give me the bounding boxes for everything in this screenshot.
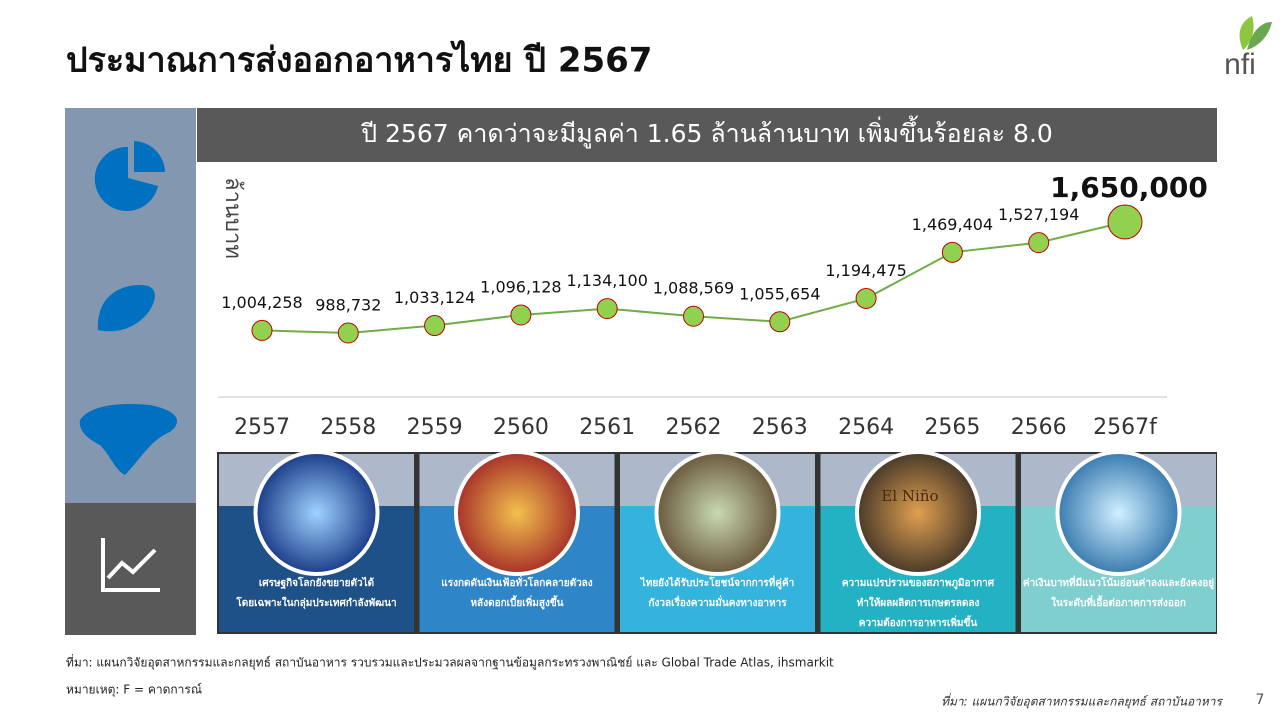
card-image [253, 450, 380, 576]
data-point [855, 287, 877, 309]
card-text: ไทยยังได้รับประโยชน์จากการที่คู่ค้า [640, 575, 795, 590]
data-point [424, 315, 446, 337]
data-point [337, 322, 359, 344]
value-label: 1,194,475 [825, 261, 906, 280]
sidebar-chart-icon [106, 548, 157, 580]
banner [197, 108, 1217, 162]
sidebar-icons [79, 141, 178, 475]
data-point [683, 305, 704, 327]
data-point [596, 298, 618, 320]
card-text: ค่าเงินบาทที่มีแนวโน้มอ่อนค่าลงและยังคงอ… [1023, 575, 1214, 590]
x-tick-label: 2559 [407, 415, 463, 440]
card-image [454, 450, 580, 576]
logo: nfi [1224, 16, 1272, 81]
value-label: 1,055,654 [739, 284, 820, 303]
card-image [1055, 450, 1182, 576]
highlight-value-label: 1,650,000 [1050, 171, 1208, 204]
card-image [855, 450, 981, 576]
footnote: หมายเหตุ: F = คาดการณ์ [66, 683, 202, 698]
card-text: ความแปรปรวนของสภาพภูมิอากาศ [842, 577, 995, 590]
x-tick-label: 2565 [924, 415, 980, 440]
card-text: ทำให้ผลผลิตการเกษตรลดลง [857, 596, 980, 609]
x-tick-label: 2563 [752, 415, 808, 440]
data-point [941, 241, 963, 263]
card-text: แรงกดดันเงินเฟ้อทั่วโลกคลายตัวลง [441, 575, 593, 589]
banner-text: ปี 2567 คาดว่าจะมีมูลค่า 1.65 ล้านล้านบา… [361, 115, 1053, 149]
page-number: 7 [1256, 692, 1265, 708]
x-tick-label: 2560 [493, 415, 549, 440]
x-tick-label: 2561 [579, 415, 635, 440]
x-tick-label: 2558 [320, 415, 376, 440]
slide-title: ประมาณการส่งออกอาหารไทย ปี 2567 [66, 40, 652, 81]
value-label: 988,732 [315, 296, 381, 315]
data-point [769, 311, 791, 333]
data-point [1107, 204, 1143, 240]
credit: ที่มา: แผนกวิจัยอุตสาหกรรมและกลยุทธ์ สถา… [941, 693, 1223, 710]
card-text: เศรษฐกิจโลกยังขยายตัวได้ [259, 576, 374, 589]
value-label: 1,033,124 [394, 288, 475, 307]
card-text: ในระดับที่เอื้อต่อภาคการส่งออก [1051, 595, 1186, 609]
card-image-text: El Niño [881, 487, 938, 505]
value-label: 1,134,100 [566, 271, 647, 290]
data-point [510, 304, 532, 326]
x-tick-label: 2567f [1093, 415, 1158, 440]
x-tick-label: 2564 [838, 415, 894, 440]
data-point [1028, 232, 1050, 254]
card-image [654, 450, 781, 576]
card-text: กังวลเรื่องความมั่นคงทางอาหาร [648, 595, 787, 609]
x-tick-label: 2557 [234, 415, 290, 440]
line-chart: 1,004,258 2557 988,732 2558 1,033,124 2559 1,0… [221, 171, 1208, 440]
value-label: 1,527,194 [998, 205, 1079, 224]
cards: เศรษฐกิจโลกยังขยายตัวได้โดยเฉพาะในกลุ่มป… [219, 450, 1216, 632]
card-text: หลังดอกเบี้ยเพิ่มสูงขึ้น [470, 595, 563, 610]
x-tick-label: 2566 [1011, 415, 1067, 440]
value-label: 1,004,258 [221, 293, 302, 312]
sidebar-chart-icon [101, 538, 160, 592]
source-note: ที่มา: แผนกวิจัยอุตสาหกรรมและกลยุทธ์ สถา… [66, 654, 834, 671]
y-axis-label: ล้านบาท [220, 177, 245, 259]
data-point [251, 319, 273, 341]
logo-text: nfi [1224, 48, 1256, 81]
value-label: 1,096,128 [480, 277, 561, 296]
value-label: 1,088,569 [653, 279, 734, 298]
value-label: 1,469,404 [912, 215, 993, 234]
card-text: ความต้องการอาหารเพิ่มขึ้น [859, 615, 978, 629]
card-text: โดยเฉพาะในกลุ่มประเทศกำลังพัฒนา [235, 596, 396, 609]
x-tick-label: 2562 [666, 415, 722, 440]
